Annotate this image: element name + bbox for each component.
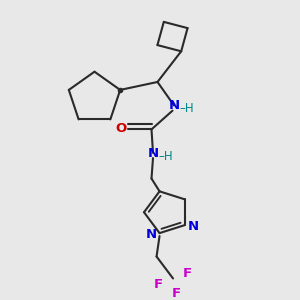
Text: F: F xyxy=(172,287,181,300)
Text: O: O xyxy=(115,122,127,135)
Text: F: F xyxy=(154,278,163,291)
Text: F: F xyxy=(183,267,192,280)
Text: –H: –H xyxy=(179,102,194,116)
Text: N: N xyxy=(148,147,159,160)
Text: N: N xyxy=(188,220,199,233)
Text: N: N xyxy=(146,228,157,241)
Text: N: N xyxy=(168,100,180,112)
Text: –H: –H xyxy=(159,150,173,163)
